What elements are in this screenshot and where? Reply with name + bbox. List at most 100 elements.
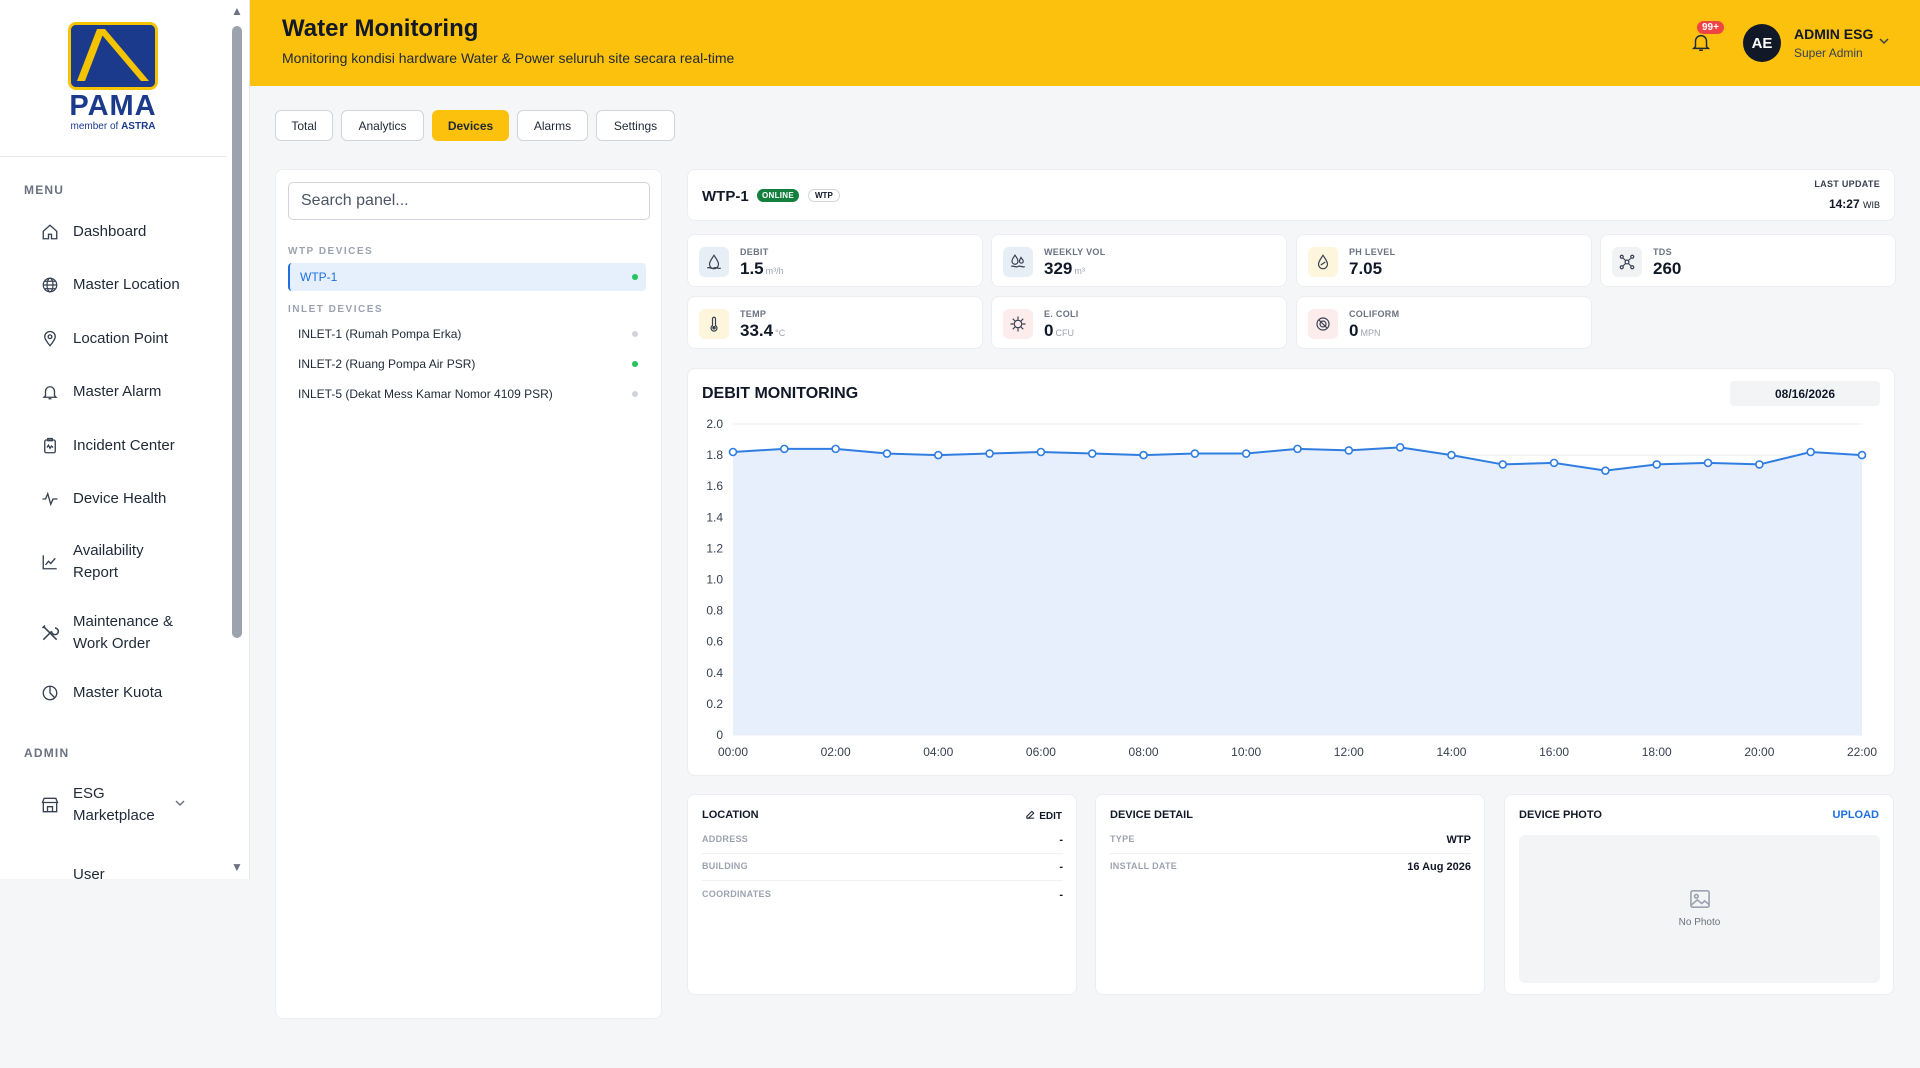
chevron-down-icon[interactable] — [1878, 34, 1890, 52]
device-detail-card: DEVICE DETAIL TYPE WTP INSTALL DATE 16 Aug… — [1095, 794, 1485, 995]
location-row-address: ADDRESS - — [702, 827, 1063, 854]
water-volume-icon — [1003, 247, 1033, 277]
sidebar-item-location-point[interactable]: Location Point — [0, 328, 226, 350]
chart-date-picker[interactable]: 08/16/2026 — [1730, 381, 1880, 406]
molecule-icon — [1612, 247, 1642, 277]
metric-value: 0 MPN — [1349, 321, 1381, 340]
home-icon — [40, 222, 60, 242]
device-photo-title: DEVICE PHOTO — [1519, 809, 1602, 821]
y-tick-label: 2.0 — [706, 417, 723, 431]
device-item-wtp-1[interactable]: WTP-1 — [288, 263, 646, 291]
sidebar-item-incident-center[interactable]: Incident Center — [0, 435, 226, 457]
metric-label: DEBIT — [740, 247, 769, 257]
data-point — [831, 444, 840, 454]
last-update-value: 14:27 WIB — [1828, 197, 1880, 211]
status-badge: ONLINE — [757, 189, 800, 202]
sidebar-item-dashboard[interactable]: Dashboard — [0, 221, 226, 243]
sidebar-item-user[interactable]: User — [0, 855, 226, 879]
metric-value: 0 CFU — [1044, 321, 1074, 340]
brand-tagline: member of ASTRA — [70, 121, 156, 132]
metric-value: 329 m³ — [1044, 259, 1085, 278]
data-point — [1190, 449, 1200, 458]
edit-location-button[interactable]: EDIT — [1025, 809, 1062, 823]
y-tick-label: 1.0 — [706, 573, 723, 587]
x-tick-label: 00:00 — [718, 745, 748, 759]
status-dot — [632, 361, 638, 367]
metric-card-coliform: COLIFORM 0 MPN — [1296, 296, 1592, 349]
x-tick-label: 18:00 — [1642, 745, 1672, 759]
sidebar-item-availability-report[interactable]: Availability Report — [0, 540, 226, 584]
ph-drop-icon — [1308, 247, 1338, 277]
data-point — [1087, 449, 1097, 458]
metric-card-debit: DEBIT 1.5 m³/h — [687, 234, 983, 287]
debit-monitoring-chart-card: DEBIT MONITORING 08/16/2026 0 0.2 0.4 0.6 0.… — [687, 368, 1895, 776]
y-tick-label: 0.2 — [706, 697, 723, 711]
thermometer-icon — [699, 309, 729, 339]
sidebar-item-esg-marketplace[interactable]: ESG Marketplace — [0, 783, 226, 827]
sidebar-item-master-alarm[interactable]: Master Alarm — [0, 381, 226, 403]
x-tick-label: 12:00 — [1334, 745, 1364, 759]
metric-card-weekly-vol: WEEKLY VOL 329 m³ — [991, 234, 1287, 287]
tab-alarms[interactable]: Alarms — [517, 110, 588, 141]
avatar[interactable]: AE — [1743, 24, 1781, 62]
tab-bar: Total Analytics Devices Alarms Settings — [275, 110, 675, 141]
globe-icon — [40, 275, 60, 295]
status-dot — [632, 391, 638, 397]
sidebar-item-master-kuota[interactable]: Master Kuota — [0, 682, 226, 704]
water-flow-icon — [699, 247, 729, 277]
metric-label: COLIFORM — [1349, 309, 1400, 319]
tab-analytics[interactable]: Analytics — [341, 110, 424, 141]
notification-bell-icon[interactable] — [1690, 30, 1714, 56]
device-name: WTP-1 — [702, 188, 749, 205]
upload-photo-button[interactable]: UPLOAD — [1832, 809, 1879, 821]
search-input[interactable] — [288, 182, 650, 220]
metric-card-ph-level: PH LEVEL 7.05 — [1296, 234, 1592, 287]
x-tick-label: 06:00 — [1026, 745, 1056, 759]
metric-card-temp: TEMP 33.4 °C — [687, 296, 983, 349]
x-tick-label: 16:00 — [1539, 745, 1569, 759]
x-tick-label: 22:00 — [1847, 745, 1877, 759]
last-update-label: LAST UPDATE — [1814, 179, 1880, 189]
sidebar-item-maintenance-work-order[interactable]: Maintenance & Work Order — [0, 611, 226, 655]
device-item-inlet-2[interactable]: INLET-2 (Ruang Pompa Air PSR) — [288, 350, 646, 378]
pama-logo-icon — [68, 22, 158, 90]
device-item-inlet-5[interactable]: INLET-5 (Dekat Mess Kamar Nomor 4109 PSR… — [288, 380, 646, 408]
scroll-up-arrow-icon[interactable]: ▲ — [231, 4, 243, 18]
data-point — [1447, 450, 1456, 460]
y-tick-label: 1.8 — [706, 448, 723, 462]
location-card: LOCATION EDIT ADDRESS - BUILDING - COORDIN… — [687, 794, 1077, 995]
brand-logo[interactable]: PAMA member of ASTRA — [0, 0, 226, 157]
sidebar-scrollbar-thumb[interactable] — [232, 26, 242, 638]
y-tick-label: 0.6 — [706, 635, 723, 649]
detail-row-install-date: INSTALL DATE 16 Aug 2026 — [1110, 861, 1471, 873]
page-title: Water Monitoring — [282, 15, 479, 42]
data-point — [1601, 466, 1610, 475]
data-point — [985, 449, 994, 458]
x-tick-label: 02:00 — [821, 745, 851, 759]
metric-card-e-coli: E. COLI 0 CFU — [991, 296, 1287, 349]
tab-total[interactable]: Total — [275, 110, 333, 141]
data-point — [933, 450, 943, 460]
sidebar-item-device-health[interactable]: Device Health — [0, 488, 226, 510]
top-header: Water Monitoring Monitoring kondisi hard… — [250, 0, 1920, 86]
sidebar-item-master-location[interactable]: Master Location — [0, 274, 226, 296]
inlet-devices-label: INLET DEVICES — [288, 304, 384, 315]
metric-label: TDS — [1653, 247, 1672, 257]
wtp-devices-label: WTP DEVICES — [288, 246, 374, 257]
data-point — [1139, 450, 1148, 460]
tab-settings[interactable]: Settings — [596, 110, 675, 141]
location-title: LOCATION — [702, 809, 759, 821]
metric-value: 7.05 — [1349, 259, 1383, 278]
chevron-down-icon[interactable] — [174, 796, 186, 814]
tab-devices[interactable]: Devices — [432, 110, 509, 141]
y-tick-label: 1.2 — [706, 541, 723, 555]
user-name[interactable]: ADMIN ESG — [1794, 26, 1874, 42]
x-tick-label: 20:00 — [1744, 745, 1774, 759]
device-header-card: WTP-1 ONLINE WTP LAST UPDATE 14:27 WIB — [687, 169, 1895, 221]
user-role: Super Admin — [1794, 46, 1863, 60]
photo-placeholder[interactable]: No Photo — [1519, 835, 1880, 983]
device-item-inlet-1[interactable]: INLET-1 (Rumah Pompa Erka) — [288, 320, 646, 348]
data-point — [1036, 447, 1046, 457]
scroll-down-arrow-icon[interactable]: ▼ — [231, 860, 243, 874]
y-tick-label: 1.6 — [706, 479, 723, 493]
